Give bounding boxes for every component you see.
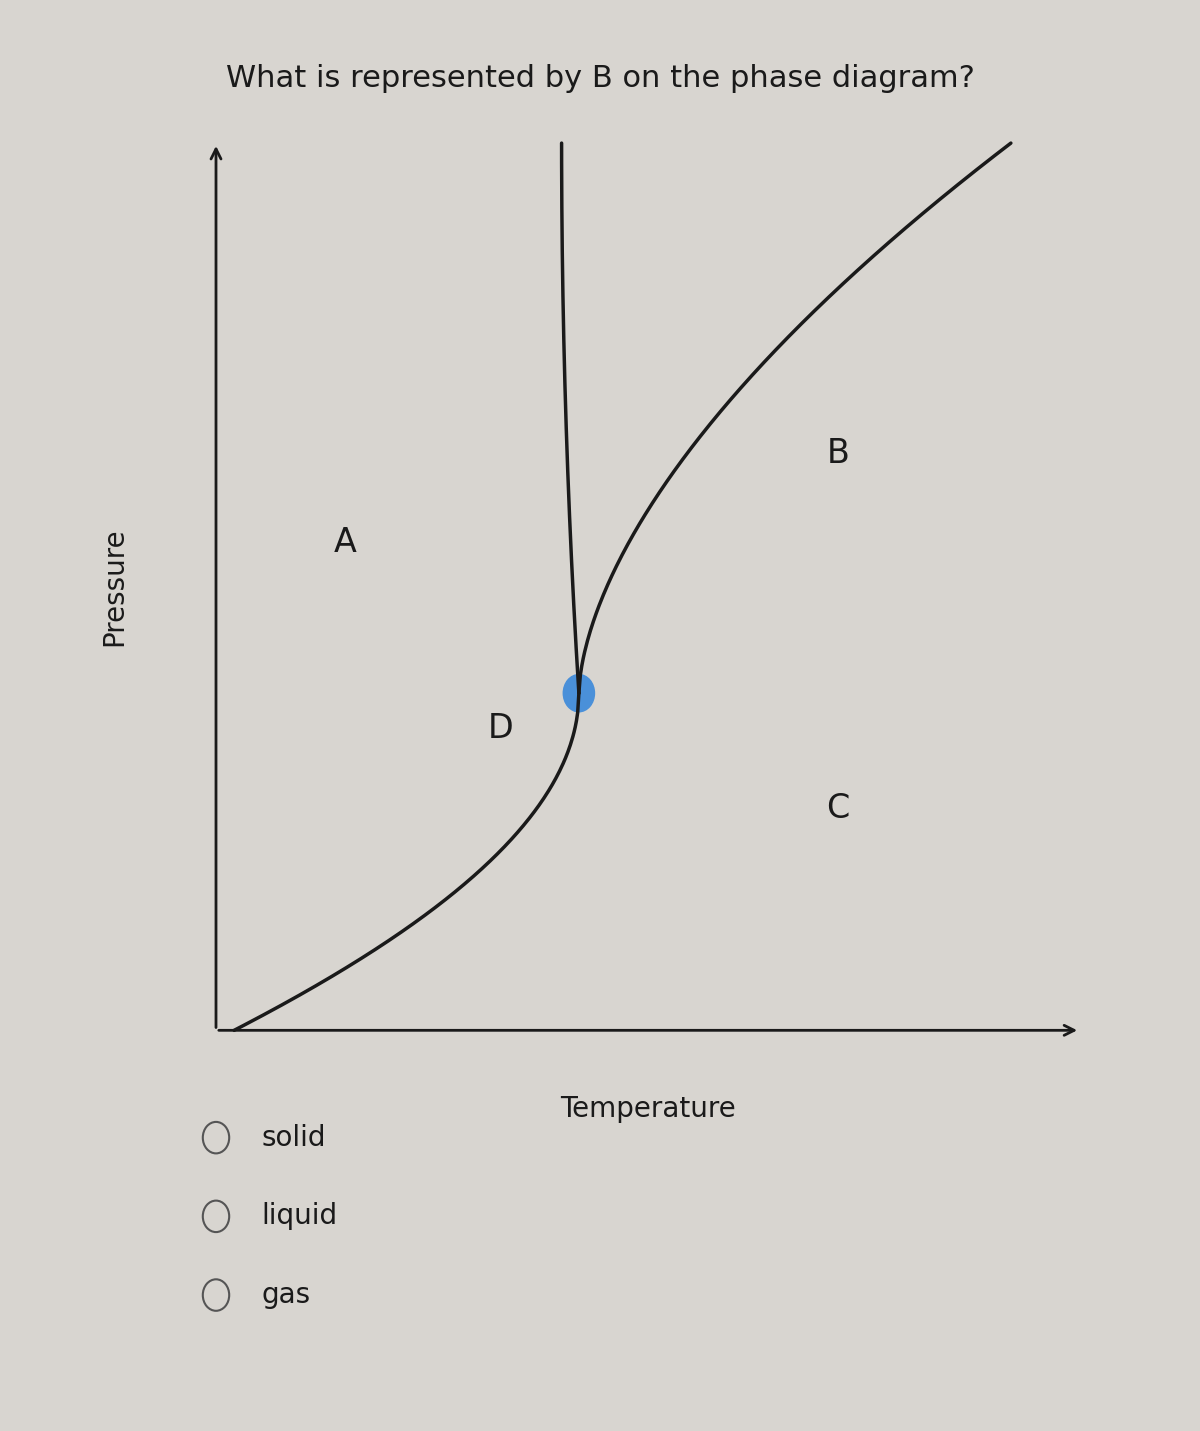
Text: A: A	[334, 525, 358, 560]
Text: Temperature: Temperature	[560, 1095, 736, 1123]
Text: liquid: liquid	[262, 1202, 337, 1231]
Circle shape	[563, 674, 594, 711]
Text: D: D	[488, 713, 514, 746]
Text: C: C	[827, 791, 850, 826]
Text: solid: solid	[262, 1123, 326, 1152]
Text: gas: gas	[262, 1281, 311, 1309]
Text: B: B	[827, 436, 850, 471]
Text: What is represented by B on the phase diagram?: What is represented by B on the phase di…	[226, 64, 974, 93]
Text: Pressure: Pressure	[100, 528, 128, 645]
